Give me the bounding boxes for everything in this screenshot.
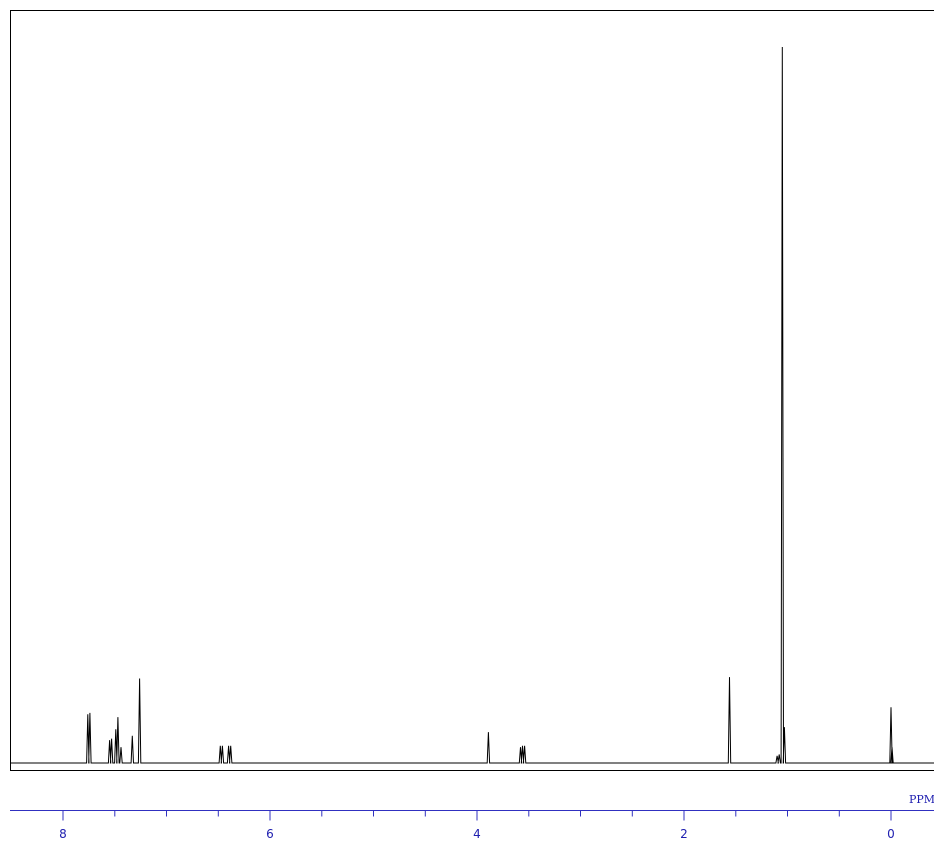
plot-frame: [10, 10, 934, 771]
x-axis-tick-labels: 8 6 4 2 0: [59, 827, 895, 841]
x-axis-ticks: [62, 810, 892, 821]
x-axis-tick-label: 0: [887, 827, 895, 841]
x-axis-tick-label: 2: [680, 827, 688, 841]
spectrum-trace: [10, 46, 934, 764]
x-axis-tick-label: 4: [473, 827, 481, 841]
x-axis-unit-label: PPM: [909, 793, 934, 806]
x-axis-tick-label: 6: [266, 827, 274, 841]
x-axis-tick-label: 8: [59, 827, 67, 841]
